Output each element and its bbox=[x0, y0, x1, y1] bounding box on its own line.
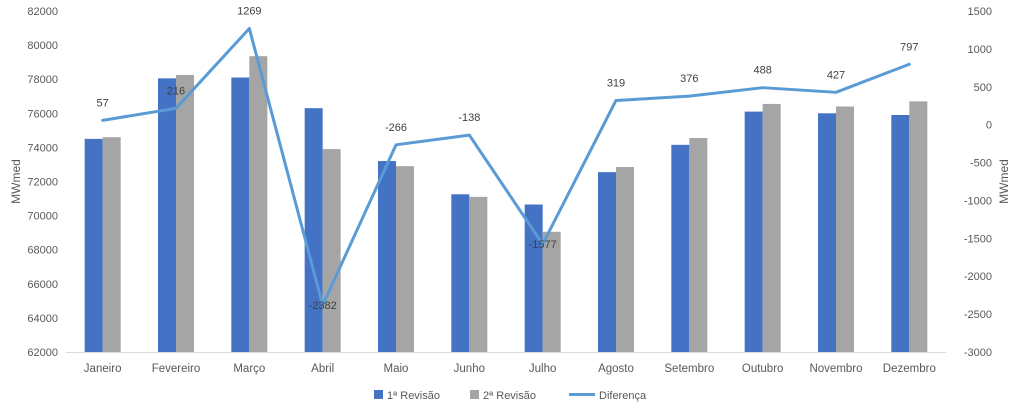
data-label: -266 bbox=[385, 122, 407, 134]
y2-tick-label: 1500 bbox=[968, 6, 992, 18]
category-label: Maio bbox=[384, 363, 409, 375]
y2-tick-label: 1000 bbox=[968, 44, 992, 56]
y2-tick-label: -2000 bbox=[964, 271, 992, 283]
category-label: Setembro bbox=[664, 363, 714, 375]
line-diferenca bbox=[101, 27, 911, 307]
category-label: Novembro bbox=[809, 363, 862, 375]
category-label: Junho bbox=[454, 363, 485, 375]
y-tick-label: 68000 bbox=[27, 245, 58, 257]
legend-label-1a-revisao: 1ª Revisão bbox=[387, 390, 440, 402]
category-label: Fevereiro bbox=[152, 363, 201, 375]
bar-1a-revisao bbox=[671, 144, 690, 352]
bar-2a-revisao bbox=[396, 166, 414, 352]
y-tick-label: 78000 bbox=[27, 74, 58, 86]
y-tick-label: 64000 bbox=[27, 313, 58, 325]
category-label: Outubro bbox=[742, 363, 784, 375]
category-label: Julho bbox=[529, 363, 557, 375]
y-tick-label: 66000 bbox=[27, 279, 58, 291]
data-label: 376 bbox=[680, 73, 698, 85]
data-label: 488 bbox=[753, 65, 771, 77]
y-tick-label: 72000 bbox=[27, 177, 58, 189]
bar-2a-revisao bbox=[322, 149, 341, 352]
bar-2a-revisao bbox=[542, 231, 561, 352]
data-label: 427 bbox=[827, 69, 845, 81]
y-tick-label: 74000 bbox=[27, 142, 58, 154]
data-label: 319 bbox=[607, 77, 625, 89]
bar-1a-revisao bbox=[451, 194, 470, 352]
bar-1a-revisao bbox=[524, 204, 543, 352]
data-label: 797 bbox=[900, 41, 918, 53]
y2-tick-label: 500 bbox=[974, 82, 992, 94]
bar-2a-revisao bbox=[249, 56, 268, 353]
y-tick-label: 62000 bbox=[27, 347, 58, 359]
data-label: -138 bbox=[458, 112, 480, 124]
bar-2a-revisao bbox=[102, 137, 121, 352]
legend-label-2a-revisao: 2ª Revisão bbox=[483, 390, 536, 402]
bar-1a-revisao bbox=[598, 172, 616, 352]
y2-tick-label: 0 bbox=[986, 120, 992, 132]
category-label: Janeiro bbox=[84, 363, 122, 375]
legend-label-diferenca: Diferença bbox=[599, 390, 647, 402]
category-label: Dezembro bbox=[883, 363, 936, 375]
bar-2a-revisao bbox=[762, 103, 781, 352]
y2-tick-label: -3000 bbox=[964, 347, 992, 359]
data-label: 57 bbox=[97, 97, 109, 109]
bar-2a-revisao bbox=[909, 101, 928, 353]
legend-swatch-2a-revisao bbox=[470, 390, 479, 399]
y-tick-label: 70000 bbox=[27, 211, 58, 223]
bar-1a-revisao bbox=[744, 111, 763, 352]
bar-1a-revisao bbox=[818, 113, 836, 352]
y2-tick-label: -500 bbox=[970, 158, 992, 170]
y2-tick-label: -2500 bbox=[964, 309, 992, 321]
bar-1a-revisao bbox=[378, 161, 396, 352]
data-label: -2382 bbox=[309, 300, 337, 312]
bar-2a-revisao bbox=[469, 196, 488, 352]
bar-1a-revisao bbox=[231, 77, 250, 353]
y2-tick-label: -1500 bbox=[964, 233, 992, 245]
y-axis-title: MWmed bbox=[9, 159, 23, 204]
category-label: Agosto bbox=[598, 363, 634, 375]
data-label: -1577 bbox=[529, 239, 557, 251]
bar-2a-revisao bbox=[616, 167, 634, 352]
y-tick-label: 80000 bbox=[27, 40, 58, 52]
y2-axis-title: MWmed bbox=[997, 159, 1011, 204]
y-tick-label: 76000 bbox=[27, 108, 58, 120]
category-label: Abril bbox=[311, 363, 334, 375]
bar-2a-revisao bbox=[689, 138, 708, 352]
legend-swatch-1a-revisao bbox=[374, 390, 383, 399]
y2-tick-label: -1000 bbox=[964, 195, 992, 207]
bar-1a-revisao bbox=[84, 138, 103, 352]
bar-2a-revisao bbox=[176, 74, 194, 352]
data-label: 216 bbox=[167, 85, 185, 97]
bar-1a-revisao bbox=[891, 115, 910, 352]
category-label: Março bbox=[233, 363, 265, 375]
bar-2a-revisao bbox=[836, 106, 854, 352]
data-label: 1269 bbox=[237, 6, 261, 18]
y-tick-label: 82000 bbox=[27, 6, 58, 18]
bar-1a-revisao bbox=[158, 78, 176, 352]
bar-1a-revisao bbox=[304, 108, 323, 352]
